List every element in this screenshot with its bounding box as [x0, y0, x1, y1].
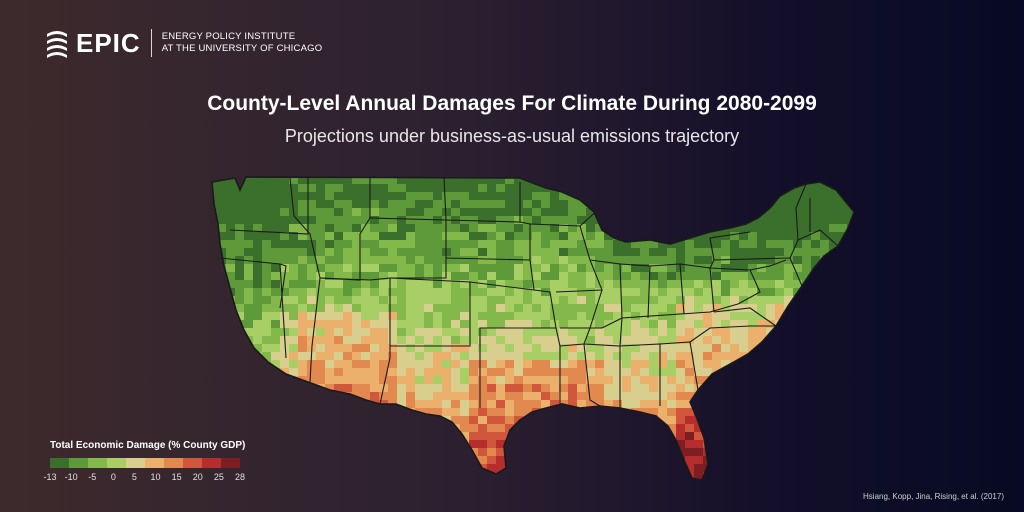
logo-wordmark: EPIC: [76, 28, 141, 58]
legend-ticks: -13 -10 -5 0 5 10 15 20 25 28: [43, 472, 270, 486]
institute-line-1: ENERGY POLICY INSTITUTE: [161, 31, 296, 42]
map-subtitle: Projections under business-as-usual emis…: [284, 126, 740, 146]
us-county-damage-map: [211, 176, 855, 481]
epic-logo-icon: [47, 31, 67, 58]
legend-swatches: [50, 458, 270, 468]
legend-swatch: [126, 458, 145, 468]
institute-line-2: AT THE UNIVERSITY OF CHICAGO: [161, 43, 323, 54]
legend-tick-label: 10: [150, 472, 161, 482]
legend-tick-label: 28: [234, 472, 246, 482]
legend-tick-label: -13: [43, 472, 57, 482]
state-borders: [219, 177, 839, 408]
legend-title: Total Economic Damage (% County GDP): [50, 440, 246, 451]
logo-divider: [150, 29, 152, 57]
source-credit: Hsiang, Kopp, Jina, Rising, et al. (2017…: [863, 492, 1004, 501]
epic-logo: EPIC ENERGY POLICY INSTITUTE AT THE UNIV…: [44, 28, 322, 58]
legend-swatch: [107, 458, 126, 468]
legend-swatch: [183, 458, 202, 468]
legend-swatch: [202, 458, 221, 468]
legend-swatch: [221, 458, 240, 468]
legend-tick-label: 15: [171, 472, 182, 482]
legend-swatch: [88, 458, 107, 468]
color-legend: Total Economic Damage (% County GDP) -13…: [43, 440, 270, 486]
legend-swatch: [145, 458, 164, 468]
legend-tick-label: -5: [88, 472, 97, 482]
institute-name: ENERGY POLICY INSTITUTE AT THE UNIVERSIT…: [162, 31, 323, 55]
legend-swatch: [164, 458, 183, 468]
legend-tick-label: 0: [110, 472, 116, 482]
legend-tick-label: 5: [131, 472, 137, 482]
legend-swatch: [50, 458, 69, 468]
legend-swatch: [69, 458, 88, 468]
legend-tick-label: -10: [64, 472, 78, 482]
map-title: County-Level Annual Damages For Climate …: [207, 92, 817, 115]
legend-tick-label: 25: [213, 472, 224, 482]
legend-tick-label: 20: [192, 472, 203, 482]
